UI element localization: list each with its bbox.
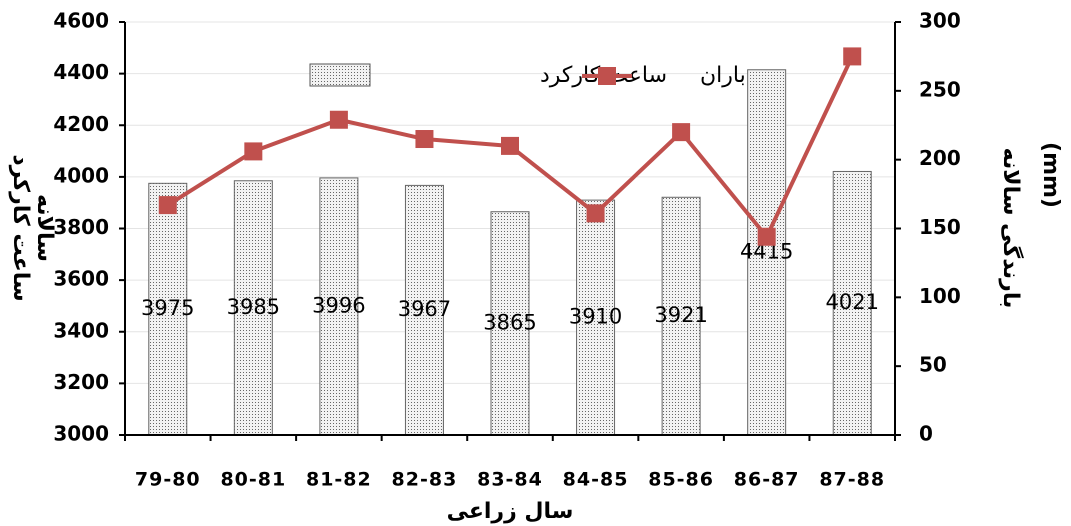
marker (501, 136, 519, 155)
bar (661, 196, 701, 436)
y2-axis-title: بارندگی سالانه (998, 148, 1025, 309)
bar (148, 182, 188, 436)
legend-bar-swatch (309, 63, 371, 87)
y-tick-label: 3800 (53, 215, 109, 239)
y2-tick-label: 200 (919, 146, 961, 170)
marker (757, 227, 776, 246)
x-tick-label: 83-84 (477, 469, 543, 491)
y-tick-label: 4600 (53, 9, 109, 33)
x-tick-label: 79-80 (135, 469, 201, 491)
legend-label: باران (700, 63, 746, 88)
bar (832, 170, 872, 436)
y2-tick-label: 0 (919, 422, 933, 446)
marker (244, 142, 263, 161)
x-tick-label: 87-88 (819, 469, 885, 491)
data-label: 3985 (227, 295, 280, 319)
data-label: 3996 (312, 293, 365, 317)
marker (415, 130, 434, 149)
marks (148, 69, 872, 436)
legend: ساعت کارکرد باران (309, 63, 746, 88)
data-label: 3865 (483, 310, 536, 334)
y-tick-label: 4000 (53, 163, 109, 187)
bar (576, 199, 616, 436)
y-axis-title: سالانه (32, 194, 57, 262)
data-label: 3921 (654, 303, 707, 327)
bar (747, 69, 787, 436)
y-tick-label: 4200 (53, 112, 109, 136)
y-axis-title: ساعت کارکرد (8, 154, 33, 301)
y-tick-label: 3200 (53, 370, 109, 394)
x-tick-label: 81-82 (306, 469, 372, 491)
x-tick-label: 82-83 (392, 469, 458, 491)
data-label: 3967 (398, 297, 451, 321)
y-tick-label: 3000 (53, 422, 109, 446)
data-label: 3910 (569, 305, 622, 329)
x-tick-label: 84-85 (563, 469, 629, 491)
y2-tick-label: 250 (919, 77, 961, 101)
y-tick-label: 3600 (53, 267, 109, 291)
x-tick-label: 85-86 (648, 469, 714, 491)
y-tick-label: 3400 (53, 318, 109, 342)
marker (586, 204, 605, 223)
y2-tick-label: 50 (919, 353, 947, 377)
marker (158, 196, 177, 215)
marker (843, 47, 862, 66)
y-tick-label: 4400 (53, 60, 109, 84)
data-label: 3975 (141, 296, 194, 320)
y2-axis-title: (mm) (1038, 142, 1063, 208)
y2-tick-label: 300 (919, 9, 961, 33)
legend-marker (598, 67, 616, 85)
y2-tick-label: 100 (919, 284, 961, 308)
marker (329, 110, 348, 129)
x-tick-label: 80-81 (220, 469, 286, 491)
x-axis-title: سال زراعی (447, 499, 574, 524)
data-label: 4021 (825, 290, 878, 314)
y2-tick-label: 150 (919, 215, 961, 239)
marker (672, 123, 691, 142)
x-tick-label: 86-87 (734, 469, 800, 491)
